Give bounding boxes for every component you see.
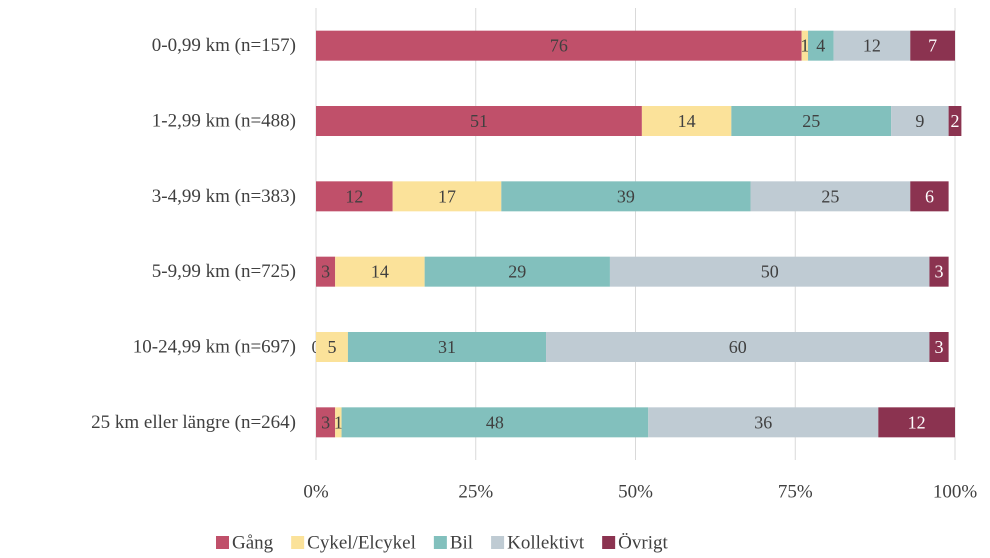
data-label: 3 [935,262,944,282]
bar-segment [929,332,949,362]
data-label: 60 [729,337,747,357]
x-tick-label: 100% [933,482,978,503]
bar-segment [910,181,949,212]
data-label: 51 [470,111,488,131]
bar-segment [424,256,610,287]
data-label: 7 [928,36,937,56]
y-tick-label: 10-24,99 km (n=697) [133,337,296,358]
legend-swatch [491,536,505,549]
legend-label: Bil [450,533,473,554]
bar-segment [808,30,834,61]
data-label: 1 [800,36,809,56]
bar-segment [801,30,809,61]
data-label: 12 [908,412,926,432]
data-label: 14 [678,111,696,131]
legend-swatch [602,536,616,549]
data-label: 17 [438,186,456,206]
legend-swatch [216,536,229,549]
data-label: 25 [821,186,839,206]
data-label: 39 [617,186,635,206]
data-label: 9 [915,111,924,131]
data-label: 3 [321,412,330,432]
y-tick-label: 25 km eller längre (n=264) [91,412,296,433]
data-label: 48 [486,412,504,432]
y-tick-label: 0-0,99 km (n=157) [152,35,296,56]
data-label: 12 [863,36,881,56]
x-tick-label: 25% [458,482,493,503]
bar-segment [731,106,892,136]
bar-segment [546,332,930,362]
x-tick-label: 75% [778,482,813,503]
data-label: 31 [438,337,456,357]
bar-segment [347,332,547,362]
legend-label: Övrigt [618,533,668,554]
data-label: 1 [334,412,343,432]
y-tick-label: 1-2,99 km (n=488) [152,111,296,132]
legend-label: Kollektivt [507,533,585,554]
y-tick-label: 5-9,99 km (n=725) [152,261,296,282]
legend-swatch [433,536,447,549]
data-label: 14 [371,262,389,282]
data-label: 3 [935,337,944,357]
x-tick-label: 50% [618,482,653,503]
bar-segment [316,30,802,61]
bar-segment [648,407,879,438]
bar-segment [750,181,911,212]
bar-segment [833,30,911,61]
data-label: 6 [925,186,934,206]
bar-segment [392,181,502,212]
bar-segment [878,407,955,438]
bar-segment [316,407,336,438]
data-label: 3 [321,262,330,282]
bar-segment [316,256,336,287]
legend-swatch [291,536,305,549]
x-tick-label: 0% [303,482,329,503]
data-label: 50 [761,262,779,282]
bar-segment [335,407,342,438]
bar-segment [891,106,949,136]
bar-segment [341,407,649,438]
data-label: 76 [550,36,568,56]
y-tick-label: 3-4,99 km (n=383) [152,186,296,207]
data-label: 2 [951,111,960,131]
bar-segment [316,181,393,212]
legend-label: Gång [232,533,274,554]
data-label: 4 [816,36,825,56]
bar-segment [501,181,751,212]
bar-segment [316,106,642,136]
bar-segment [609,256,930,287]
legend-label: Cykel/Elcykel [307,533,416,554]
data-label: 25 [802,111,820,131]
data-label: 36 [754,412,772,432]
data-label: 29 [508,262,526,282]
bar-segment [335,256,425,287]
data-label: 12 [345,186,363,206]
data-label: 5 [327,337,336,357]
bar-segment [948,106,962,136]
bar-segment [929,256,949,287]
bar-segment [316,332,348,362]
bar-segment [641,106,732,136]
bar-segment [910,30,955,61]
